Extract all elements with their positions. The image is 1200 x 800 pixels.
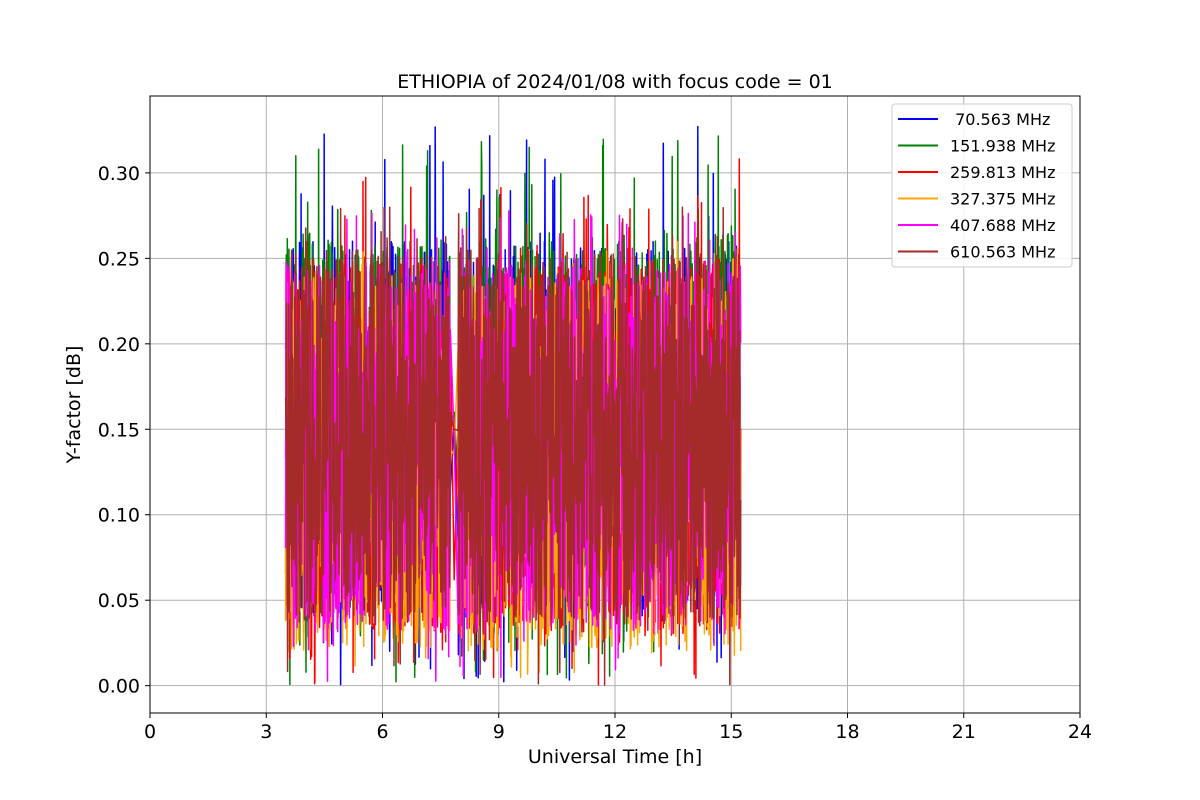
- legend-label: 151.938 MHz: [950, 137, 1055, 156]
- x-tick-label: 24: [1068, 721, 1092, 743]
- y-tick-label: 0.30: [98, 163, 140, 185]
- x-tick-label: 3: [260, 721, 272, 743]
- y-tick-label: 0.10: [98, 505, 140, 527]
- x-tick-label: 18: [835, 721, 859, 743]
- y-tick-label: 0.25: [98, 248, 140, 270]
- y-axis-label: Y-factor [dB]: [63, 346, 85, 465]
- x-tick-label: 12: [603, 721, 627, 743]
- chart-title: ETHIOPIA of 2024/01/08 with focus code =…: [397, 71, 833, 93]
- legend-label: 70.563 MHz: [950, 110, 1050, 129]
- x-tick-label: 21: [952, 721, 976, 743]
- y-tick-label: 0.15: [98, 419, 140, 441]
- x-tick-label: 0: [144, 721, 156, 743]
- series-group: [284, 125, 742, 686]
- y-tick-label: 0.20: [98, 334, 140, 356]
- legend-label: 610.563 MHz: [950, 243, 1055, 262]
- x-tick-label: 15: [719, 721, 743, 743]
- legend-label: 407.688 MHz: [950, 216, 1055, 235]
- x-tick-label: 6: [376, 721, 388, 743]
- x-axis-label: Universal Time [h]: [528, 746, 702, 768]
- y-tick-label: 0.05: [98, 590, 140, 612]
- legend-label: 327.375 MHz: [950, 190, 1055, 209]
- y-axis: 0.00 0.05 0.10 0.15 0.20 0.25 0.30: [98, 163, 150, 698]
- legend-label: 259.813 MHz: [950, 163, 1055, 182]
- x-axis: 0 3 6 9 12 15 18 21 24: [144, 713, 1092, 743]
- y-tick-label: 0.00: [98, 676, 140, 698]
- series-line: [284, 206, 742, 686]
- legend: 70.563 MHz 151.938 MHz 259.813 MHz 327.375 …: [891, 103, 1073, 268]
- x-tick-label: 9: [493, 721, 505, 743]
